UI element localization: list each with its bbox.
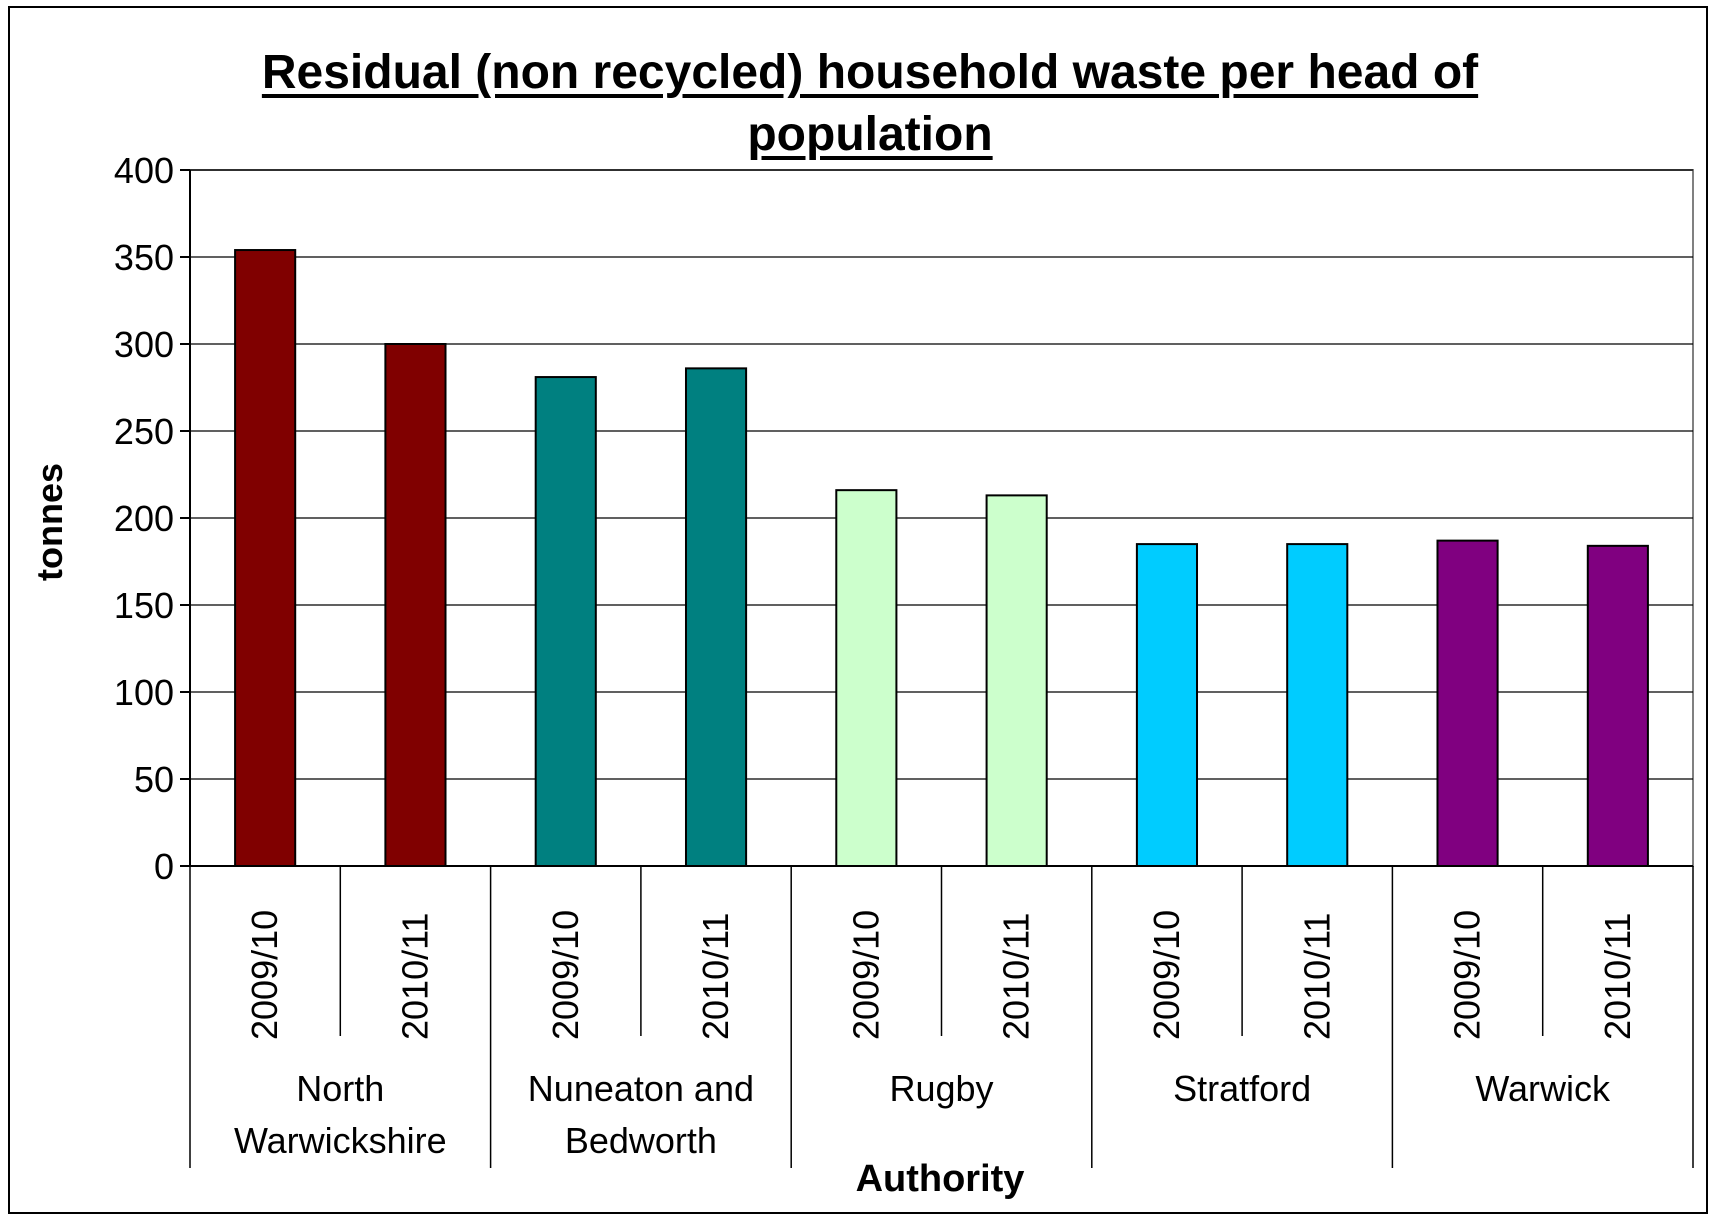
axes bbox=[180, 169, 1694, 1168]
x-tick-label: 2009/10 bbox=[1146, 910, 1187, 1040]
y-tick-label: 250 bbox=[114, 411, 174, 452]
x-tick-label: 2010/11 bbox=[394, 913, 435, 1040]
bar bbox=[1286, 543, 1349, 867]
chart-title: Residual (non recycled) household waste … bbox=[261, 46, 1479, 161]
bar bbox=[835, 489, 898, 867]
bar bbox=[1135, 543, 1199, 867]
y-tick-label: 200 bbox=[114, 498, 174, 539]
x-tick-label: 2010/11 bbox=[1296, 913, 1337, 1040]
group-label: Rugby bbox=[889, 1068, 993, 1109]
x-tick-label: 2010/11 bbox=[695, 913, 736, 1040]
y-tick-label: 350 bbox=[114, 237, 174, 278]
x-tick-label: 2010/11 bbox=[1597, 913, 1638, 1040]
bar bbox=[1586, 544, 1649, 868]
bars bbox=[234, 249, 1649, 868]
x-tick-label: 2009/10 bbox=[1447, 910, 1488, 1040]
x-tick-label: 2009/10 bbox=[845, 910, 886, 1040]
x-tick-label: 2009/10 bbox=[545, 910, 586, 1040]
x-tick-label: 2010/11 bbox=[996, 913, 1037, 1040]
group-label: Stratford bbox=[1173, 1068, 1311, 1109]
y-tick-label: 300 bbox=[114, 324, 174, 365]
bar bbox=[234, 249, 297, 868]
group-label: Warwickshire bbox=[234, 1120, 447, 1161]
x-tick-label: 2009/10 bbox=[244, 910, 285, 1040]
bar bbox=[384, 343, 447, 867]
bar bbox=[534, 376, 597, 867]
y-tick-label: 400 bbox=[114, 150, 174, 191]
y-tick-label: 50 bbox=[134, 759, 174, 800]
group-label: Nuneaton and bbox=[528, 1068, 754, 1109]
y-tick-label: 0 bbox=[154, 846, 174, 887]
bar bbox=[1436, 539, 1499, 867]
group-label: Warwick bbox=[1475, 1068, 1611, 1109]
x-axis-title: Authority bbox=[856, 1158, 1025, 1200]
y-tick-label: 100 bbox=[114, 672, 174, 713]
y-tick-label: 150 bbox=[114, 585, 174, 626]
bar bbox=[985, 494, 1048, 867]
y-axis-title: tonnes bbox=[29, 463, 70, 581]
group-label: North bbox=[296, 1068, 384, 1109]
group-label: Bedworth bbox=[565, 1120, 717, 1161]
bar bbox=[684, 367, 748, 867]
